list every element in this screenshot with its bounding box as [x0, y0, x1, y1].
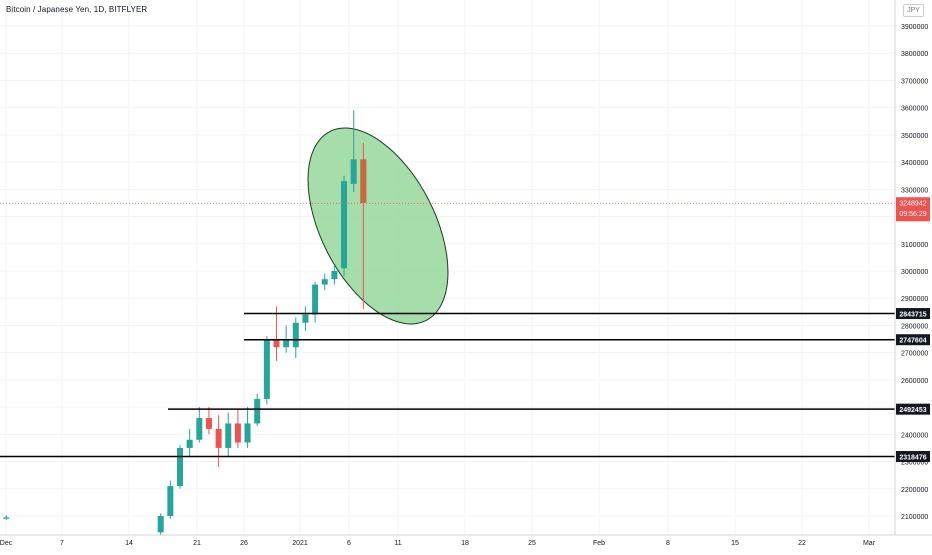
price-tick-label: 3600000	[901, 106, 928, 113]
candle-body[interactable]	[341, 181, 348, 269]
price-tick-label: 2400000	[901, 432, 928, 439]
time-tick-label: 6	[347, 540, 351, 547]
candle-body[interactable]	[205, 418, 212, 429]
level-price-text: 2318476	[899, 455, 926, 462]
horizontal-levels[interactable]	[0, 312, 895, 458]
candle-body[interactable]	[3, 517, 10, 519]
price-tick-label: 2700000	[901, 351, 928, 358]
price-tick-label: 2100000	[901, 514, 928, 521]
level-price-tag	[896, 451, 930, 463]
grid-lines	[0, 0, 895, 535]
level-price-tag	[896, 403, 930, 415]
price-tick-label: 3400000	[901, 160, 928, 167]
countdown-text: 09:56:29	[899, 211, 926, 218]
time-tick-label: 14	[125, 540, 133, 547]
time-tick-label: 26	[240, 540, 248, 547]
candle-body[interactable]	[302, 314, 309, 323]
candle-body[interactable]	[283, 339, 290, 348]
candle-body[interactable]	[244, 423, 251, 443]
candle-body[interactable]	[157, 516, 164, 533]
price-tick-label: 2800000	[901, 323, 928, 330]
price-tick-label: 3800000	[901, 51, 928, 58]
candle-body[interactable]	[350, 159, 357, 184]
price-tick-label: 3700000	[901, 78, 928, 85]
level-price-text: 2747604	[899, 338, 926, 345]
candle-body-current[interactable]	[360, 159, 367, 203]
time-tick-label: Dec	[0, 540, 13, 547]
candle-body[interactable]	[167, 486, 174, 516]
price-tick-label: 2900000	[901, 296, 928, 303]
candle-body[interactable]	[254, 398, 261, 424]
price-tick-label: 3500000	[901, 133, 928, 140]
candle-body[interactable]	[321, 279, 328, 285]
level-price-tag	[896, 334, 930, 346]
chart-title: Bitcoin / Japanese Yen, 1D, BITFLYER	[6, 5, 148, 14]
time-tick-label: 2021	[292, 540, 308, 547]
candle-body[interactable]	[186, 439, 193, 448]
level-price-text: 2492453	[899, 407, 926, 414]
candle-body[interactable]	[196, 418, 203, 440]
price-tick-label: 3100000	[901, 242, 928, 249]
time-tick-label: 22	[798, 540, 806, 547]
annotations[interactable]	[0, 106, 895, 347]
time-tick-label: Mar	[863, 540, 876, 547]
current-price-text: 3248942	[899, 201, 926, 208]
candle-body[interactable]	[331, 271, 338, 280]
time-tick-label: 11	[394, 540, 401, 547]
current-price-tag	[896, 197, 930, 222]
time-tick-label: Feb	[593, 540, 605, 547]
time-tick-label: 8	[666, 540, 670, 547]
time-tick-label: 15	[731, 540, 739, 547]
level-price-tag	[896, 308, 930, 320]
ellipse-annotation[interactable]	[279, 106, 477, 347]
time-axis[interactable]: Dec 7 14 21 26 2021 6 11 18 25 Feb 8 15 22 Mar	[0, 540, 876, 547]
price-tick-label: 2200000	[901, 487, 928, 494]
price-tick-label: 3000000	[901, 269, 928, 276]
candle-body[interactable]	[273, 339, 280, 348]
candle-body[interactable]	[225, 423, 232, 448]
price-labels: 2843715 2747604 2492453 2318476 3248942 09:56…	[896, 197, 930, 463]
price-tick-label: 3900000	[901, 24, 928, 31]
candle-body[interactable]	[177, 447, 183, 487]
candle-body[interactable]	[234, 423, 241, 443]
time-tick-label: 18	[461, 540, 469, 547]
candle-body[interactable]	[292, 322, 299, 348]
candles[interactable]	[3, 110, 367, 536]
level-price-text: 2843715	[899, 312, 926, 319]
time-tick-label: 25	[528, 540, 536, 547]
candle-body[interactable]	[215, 428, 222, 448]
time-tick-label: 21	[193, 540, 201, 547]
price-tick-label: 3300000	[901, 187, 928, 194]
price-tick-label: 2600000	[901, 378, 928, 385]
currency-badge[interactable]: JPY	[903, 4, 924, 17]
price-tick-label: 2300000	[901, 460, 928, 467]
candle-body[interactable]	[263, 339, 270, 399]
time-tick-label: 7	[60, 540, 64, 547]
candle-body[interactable]	[312, 284, 319, 315]
